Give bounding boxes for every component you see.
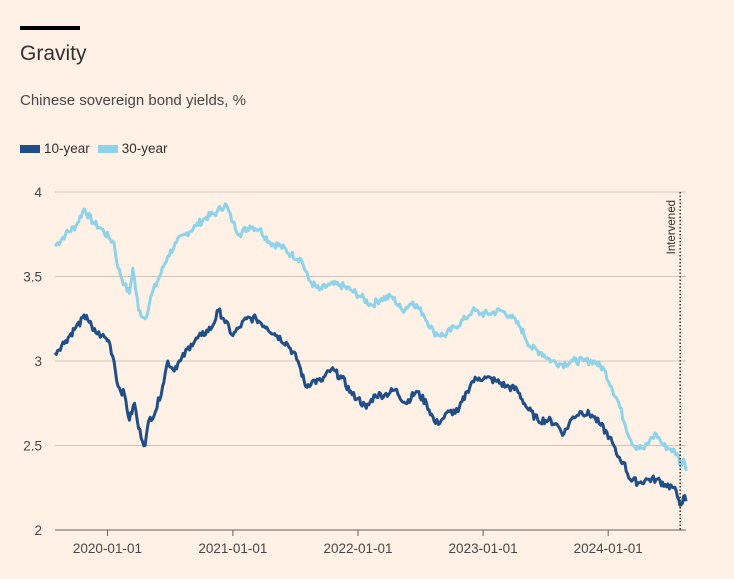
legend-swatch-30-year: [97, 144, 118, 153]
chart-subtitle: Chinese sovereign bond yields, %: [20, 92, 246, 109]
legend-item-10-year: 10-year: [20, 141, 90, 156]
y-tick-label: 2.5: [23, 439, 42, 454]
x-tick-label: 2024-01-01: [574, 541, 643, 556]
x-tick-label: 2022-01-01: [323, 541, 392, 556]
legend-item-30-year: 30-year: [97, 141, 168, 156]
x-tick-label: 2023-01-01: [449, 541, 518, 556]
legend-label-30-year: 30-year: [121, 141, 168, 156]
legend-swatch-10-year: [20, 144, 40, 153]
y-tick-label: 3.5: [23, 270, 42, 285]
y-tick-label: 4: [34, 185, 42, 200]
header-accent-bar: [20, 26, 80, 30]
series-line-10-year: [53, 307, 688, 507]
legend: 10-year 30-year: [20, 141, 176, 156]
x-tick-label: 2021-01-01: [198, 541, 267, 556]
chart-title: Gravity: [20, 42, 87, 65]
legend-label-10-year: 10-year: [44, 141, 90, 156]
y-tick-label: 2: [34, 523, 42, 538]
intervention-label: Intervened: [666, 200, 678, 254]
x-tick-label: 2020-01-01: [73, 541, 142, 556]
series-line-30-year: [53, 202, 688, 472]
y-tick-label: 3: [34, 354, 42, 369]
